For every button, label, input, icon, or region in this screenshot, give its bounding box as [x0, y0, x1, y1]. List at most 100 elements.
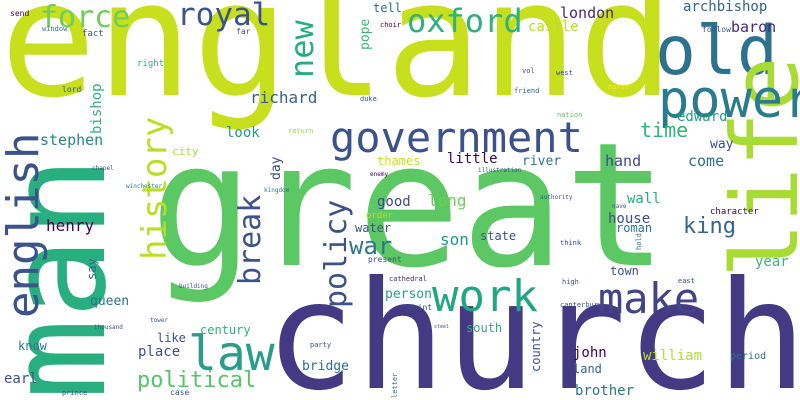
word-north: north — [608, 83, 630, 91]
word-party: party — [310, 341, 332, 349]
word-letter: letter — [391, 372, 399, 398]
word-prince: prince — [62, 389, 88, 397]
word-brother: brother — [575, 383, 635, 399]
word-far: far — [236, 27, 251, 36]
word-say: say — [85, 258, 99, 280]
word-illustration: illustration — [478, 167, 522, 174]
word-king: king — [683, 214, 736, 239]
word-richard: richard — [250, 88, 318, 107]
word-church: church — [265, 250, 800, 400]
word-nave: nave — [612, 203, 627, 210]
word-hold: hold — [635, 233, 643, 250]
word-order: order — [366, 211, 394, 221]
word-choir: choir — [380, 21, 402, 29]
word-government: government — [330, 113, 583, 162]
word-look: look — [226, 125, 260, 141]
word-water: water — [355, 221, 392, 235]
word-castle: castle — [528, 19, 579, 35]
word-period: period — [730, 351, 767, 362]
word-town: town — [610, 264, 639, 278]
word-friend: friend — [514, 87, 540, 95]
word-case: case — [170, 388, 190, 397]
word-chapel: chapel — [92, 165, 114, 172]
word-tower: tower — [150, 317, 169, 324]
word-thames: thames — [377, 154, 421, 168]
word-send: send — [10, 9, 30, 18]
word-know: know — [18, 339, 47, 353]
word-day: day — [269, 156, 284, 180]
word-stephen: stephen — [40, 131, 104, 149]
word-follow: follow — [702, 25, 731, 34]
word-new: new — [283, 20, 321, 78]
word-duke: duke — [360, 95, 377, 103]
word-political: political — [137, 368, 257, 393]
word-state: state — [480, 229, 517, 243]
word-war: war — [349, 232, 393, 260]
word-person: person — [385, 287, 432, 302]
word-bishop: bishop — [89, 83, 105, 134]
word-return: return — [288, 127, 314, 135]
word-son: son — [440, 230, 469, 249]
word-make: make — [598, 274, 700, 323]
word-come: come — [688, 152, 725, 170]
word-hand: hand — [605, 152, 642, 170]
word-great: great — [150, 105, 668, 306]
word-good: good — [377, 194, 411, 210]
word-country: country — [529, 321, 543, 372]
word-lord: lord — [62, 85, 82, 94]
word-west: west — [556, 69, 573, 77]
word-thousand: thousand — [94, 324, 123, 331]
word-break: break — [233, 194, 268, 285]
word-william: william — [643, 348, 703, 364]
word-time: time — [640, 118, 689, 142]
word-pope: pope — [358, 18, 373, 50]
word-city: city — [172, 145, 199, 158]
word-point: point — [408, 303, 433, 312]
word-archbishop: archbishop — [683, 0, 768, 15]
word-london: london — [560, 4, 615, 22]
word-henry: henry — [46, 216, 95, 235]
word-earl: earl — [4, 371, 38, 387]
word-law: law — [188, 326, 275, 382]
word-work: work — [432, 271, 538, 322]
word-high: high — [562, 278, 579, 286]
word-oxford: oxford — [407, 2, 523, 40]
word-place: place — [138, 344, 181, 360]
word-fact: fact — [82, 29, 104, 39]
word-baron: baron — [731, 18, 777, 36]
word-royal: royal — [177, 0, 271, 33]
word-way: way — [710, 137, 734, 152]
word-queen: queen — [90, 294, 130, 309]
word-power: power — [658, 70, 800, 130]
word-building: building — [179, 283, 208, 290]
word-kingdom: kingdom — [264, 187, 290, 194]
word-present: present — [368, 255, 402, 264]
word-enemy: enemy — [370, 171, 389, 178]
word-english: english — [0, 132, 49, 318]
word-cathedral: cathedral — [389, 275, 427, 283]
word-steel: steel — [434, 324, 450, 330]
word-think: think — [560, 239, 582, 247]
word-character: character — [710, 207, 759, 217]
word-house: house — [608, 211, 651, 227]
word-roman: roman — [616, 221, 653, 235]
word-land: land — [573, 362, 602, 376]
word-river: river — [522, 154, 562, 169]
word-authority: authority — [540, 194, 573, 201]
word-england: england — [0, 0, 675, 133]
word-force: force — [40, 0, 131, 35]
word-winchester: winchester — [126, 183, 163, 190]
word-old: old — [655, 12, 778, 91]
word-john: john — [573, 345, 607, 361]
word-bridge: bridge — [302, 359, 349, 374]
word-nation: nation — [557, 111, 583, 119]
word-canterbury: canterbury — [560, 301, 603, 309]
word-east: east — [678, 277, 695, 285]
word-south: south — [466, 321, 503, 335]
word-policy: policy — [319, 199, 354, 308]
word-wall: wall — [627, 191, 661, 207]
word-edward: edward — [677, 109, 728, 125]
word-like: like — [157, 331, 186, 345]
word-vol: vol — [522, 67, 535, 75]
